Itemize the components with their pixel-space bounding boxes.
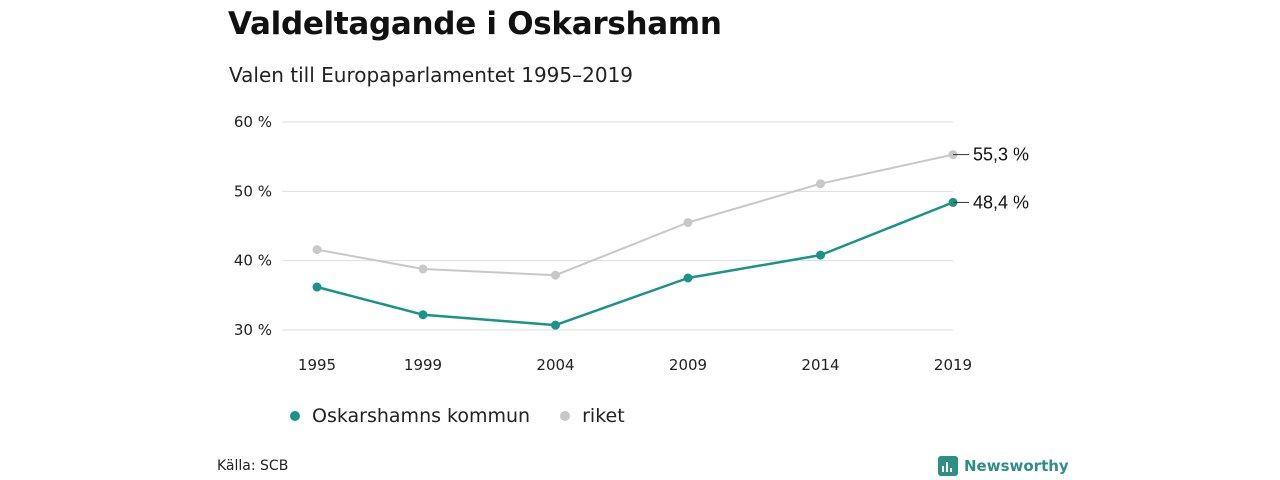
brand-name: Newsworthy bbox=[964, 457, 1069, 475]
data-point-riket bbox=[312, 245, 322, 255]
legend-swatch-riket bbox=[560, 411, 571, 421]
end-labels: 55,3 % 48,4 % bbox=[953, 145, 1029, 212]
y-tick-label: 50 % bbox=[234, 182, 272, 200]
legend-label-riket: riket bbox=[582, 405, 625, 427]
data-point-riket bbox=[816, 179, 825, 189]
x-tick-label: 2019 bbox=[934, 356, 972, 374]
data-point-oskarshamns-kommun bbox=[312, 282, 322, 292]
y-tick-label: 60 % bbox=[234, 113, 272, 131]
chart-legend: Oskarshamns kommun riket bbox=[290, 405, 625, 427]
x-axis-ticks: 1995 1999 2004 2009 2014 2019 bbox=[298, 356, 972, 374]
data-point-riket bbox=[551, 270, 560, 280]
data-point-riket bbox=[683, 218, 693, 228]
gridlines bbox=[282, 121, 953, 331]
y-axis-ticks: 30 % 40 % 50 % 60 % bbox=[234, 113, 272, 339]
data-point-riket bbox=[418, 264, 428, 274]
x-tick-label: 1995 bbox=[298, 356, 336, 374]
legend-label-oskarshamns-kommun: Oskarshamns kommun bbox=[312, 405, 531, 427]
data-point-oskarshamns-kommun bbox=[418, 310, 428, 320]
series-line-riket bbox=[316, 153, 954, 277]
y-tick-label: 30 % bbox=[234, 321, 272, 339]
source-note: Källa: SCB bbox=[217, 458, 289, 474]
end-label-oskarshamns-kommun: 48,4 % bbox=[973, 192, 1029, 212]
legend-item-riket: riket bbox=[560, 405, 625, 427]
chart-title: Valdeltagande i Oskarshamn bbox=[228, 6, 722, 42]
data-point-oskarshamns-kommun bbox=[683, 273, 693, 283]
y-tick-label: 40 % bbox=[234, 252, 272, 270]
series-lines bbox=[316, 153, 954, 327]
newsworthy-logo[interactable]: Newsworthy bbox=[938, 456, 1069, 476]
series-points bbox=[312, 150, 958, 330]
data-point-oskarshamns-kommun bbox=[816, 250, 825, 260]
x-tick-label: 2004 bbox=[536, 356, 574, 374]
chart-subtitle: Valen till Europaparlamentet 1995–2019 bbox=[229, 63, 634, 87]
legend-item-oskarshamns-kommun: Oskarshamns kommun bbox=[290, 405, 530, 427]
newsworthy-logo-icon bbox=[938, 456, 958, 476]
x-tick-label: 2014 bbox=[801, 356, 839, 374]
series-line-oskarshamns-kommun bbox=[316, 201, 954, 327]
x-tick-label: 2009 bbox=[669, 356, 707, 374]
x-tick-label: 1999 bbox=[404, 356, 442, 374]
end-label-riket: 55,3 % bbox=[973, 145, 1029, 165]
legend-swatch-oskarshamns-kommun bbox=[290, 411, 300, 421]
data-point-oskarshamns-kommun bbox=[551, 320, 560, 330]
